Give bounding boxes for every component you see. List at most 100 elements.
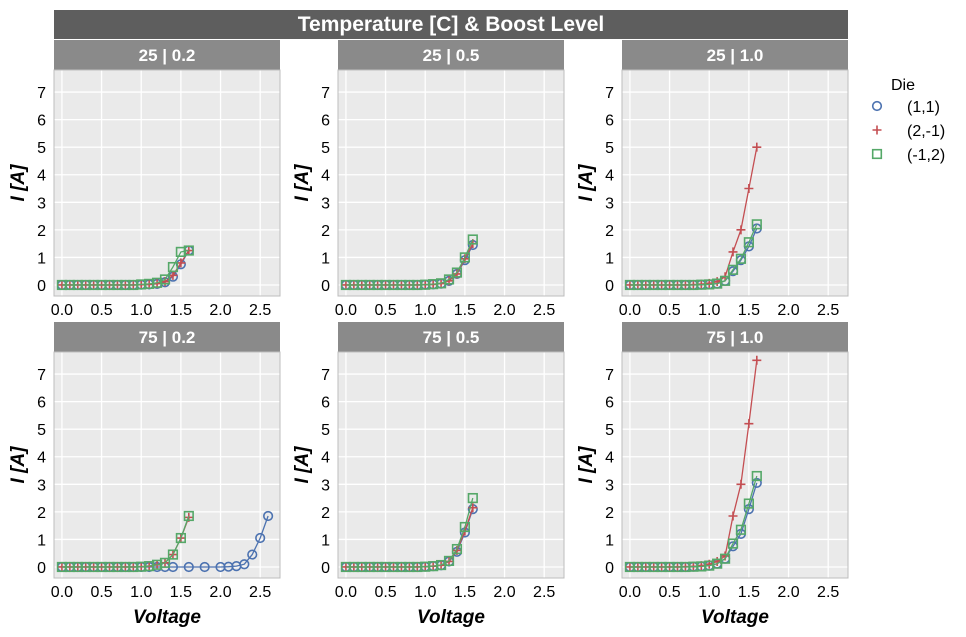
data-point [719, 553, 731, 564]
y-tick-label: 7 [605, 85, 614, 102]
y-tick-label: 4 [605, 168, 614, 185]
y-tick-label: 5 [321, 140, 330, 157]
legend-marker [872, 125, 882, 135]
data-point [451, 543, 463, 555]
panel-strip-label: 25 | 0.2 [139, 46, 196, 65]
y-tick-label: 1 [605, 532, 614, 549]
y-tick-label: 5 [321, 422, 330, 439]
y-tick-label: 1 [321, 532, 330, 549]
panel-strip-label: 75 | 1.0 [707, 328, 764, 347]
y-tick-label: 0 [605, 278, 614, 295]
x-tick-label: 2.0 [493, 302, 515, 319]
y-tick-label: 3 [37, 195, 46, 212]
title-banner [54, 10, 848, 39]
data-point [736, 479, 746, 489]
x-tick-label: 1.0 [698, 302, 720, 319]
x-tick-label: 2.5 [817, 584, 839, 601]
panel-strip [54, 322, 280, 352]
plot-area [338, 352, 564, 578]
data-point [743, 237, 754, 248]
x-tick-label: 2.5 [249, 584, 271, 601]
y-tick-label: 1 [605, 250, 614, 267]
plot-area [622, 70, 848, 296]
data-point [443, 274, 455, 285]
x-tick-label: 1.0 [414, 584, 436, 601]
data-point [736, 225, 746, 235]
data-point [467, 234, 478, 245]
panel-5: 75 | 0.5 0 1 2 3 4 5 6 7 0.0 0.5 1.0 1.5 2.0 2.5 I [A] V… [292, 322, 565, 628]
y-tick-label: 3 [321, 477, 330, 494]
x-tick-label: 0.5 [374, 584, 396, 601]
y-tick-label: 3 [37, 477, 46, 494]
plot-frame [53, 351, 281, 579]
x-tick-label: 0.5 [90, 584, 112, 601]
chart-title: Temperature [C] & Boost Level [298, 13, 605, 36]
y-tick-label: 1 [37, 532, 46, 549]
y-tick-label: 5 [37, 140, 46, 157]
data-point [159, 557, 171, 568]
y-axis-label: I [A] [8, 446, 29, 484]
panel-strip [338, 40, 564, 70]
panel-strip-label: 75 | 0.2 [139, 328, 196, 347]
x-tick-label: 1.5 [738, 584, 760, 601]
panel-4: 75 | 0.2 0 1 2 3 4 5 6 7 0.0 0.5 1.0 1.5 2.0 2.5 I [A] V… [8, 322, 281, 628]
data-point [459, 521, 470, 533]
data-point [751, 219, 762, 230]
legend-marker [871, 148, 883, 160]
data-point [719, 275, 731, 286]
panel-6: 75 | 1.0 0 1 2 3 4 5 6 7 0.0 0.5 1.0 1.5 2.0 2.5 I [A] V… [576, 322, 849, 628]
legend: Die (1,1) (2,-1) (-1,2) [871, 77, 945, 164]
panel-3: 25 | 1.0 0 1 2 3 4 5 6 7 0.0 0.5 1.0 1.5 2.0 2.5 I [A] [576, 40, 849, 319]
series-line [345, 239, 474, 286]
y-axis-label: I [A] [292, 164, 313, 202]
y-tick-label: 4 [321, 168, 330, 185]
series-(-1,2) [340, 234, 478, 291]
data-point [744, 184, 754, 194]
panel-strip-label: 75 | 0.5 [423, 328, 480, 347]
x-tick-label: 1.5 [170, 584, 192, 601]
x-tick-label: 1.5 [738, 302, 760, 319]
panel-2: 25 | 0.5 0 1 2 3 4 5 6 7 0.0 0.5 1.0 1.5 2.0 2.5 I [A] [292, 40, 565, 319]
data-point [743, 498, 754, 509]
panel-strip-label: 25 | 0.5 [423, 46, 480, 65]
y-tick-label: 7 [321, 85, 330, 102]
y-tick-label: 2 [321, 223, 330, 240]
x-tick-label: 0.0 [51, 584, 73, 601]
panels: 25 | 0.2 0 1 2 3 4 5 6 7 0.0 0.5 1.0 1.5 2.0 2.5 I [A] 2… [8, 40, 849, 628]
plot-frame [53, 69, 281, 297]
data-point [175, 532, 186, 544]
x-tick-label: 2.0 [209, 584, 231, 601]
y-tick-label: 2 [321, 505, 330, 522]
legend-label: (2,-1) [907, 123, 945, 140]
legend-marker [871, 100, 883, 112]
legend-entry: (2,-1) [872, 123, 945, 140]
plot-frame [621, 69, 849, 297]
series-(-1,2) [56, 245, 194, 291]
legend-label: (-1,2) [907, 147, 945, 164]
y-axis-label: I [A] [292, 446, 313, 484]
legend-entry: (-1,2) [871, 147, 945, 164]
x-tick-label: 1.0 [130, 584, 152, 601]
series-line [61, 515, 190, 568]
y-tick-label: 3 [321, 195, 330, 212]
data-point [199, 561, 210, 573]
x-tick-label: 1.0 [698, 584, 720, 601]
x-tick-label: 2.0 [777, 302, 799, 319]
data-point [752, 142, 762, 152]
x-tick-label: 2.5 [817, 302, 839, 319]
y-tick-label: 7 [37, 367, 46, 384]
plot-area [54, 352, 280, 578]
y-tick-label: 0 [37, 278, 46, 295]
y-tick-label: 2 [605, 505, 614, 522]
y-tick-label: 6 [37, 395, 46, 412]
y-tick-label: 1 [321, 250, 330, 267]
plot-area [54, 70, 280, 296]
series-(-1,2) [56, 510, 194, 573]
x-tick-label: 2.5 [533, 302, 555, 319]
x-tick-label: 0.0 [51, 302, 73, 319]
y-tick-label: 0 [321, 560, 330, 577]
y-tick-label: 5 [37, 422, 46, 439]
data-point [752, 355, 762, 365]
data-point [255, 532, 266, 544]
